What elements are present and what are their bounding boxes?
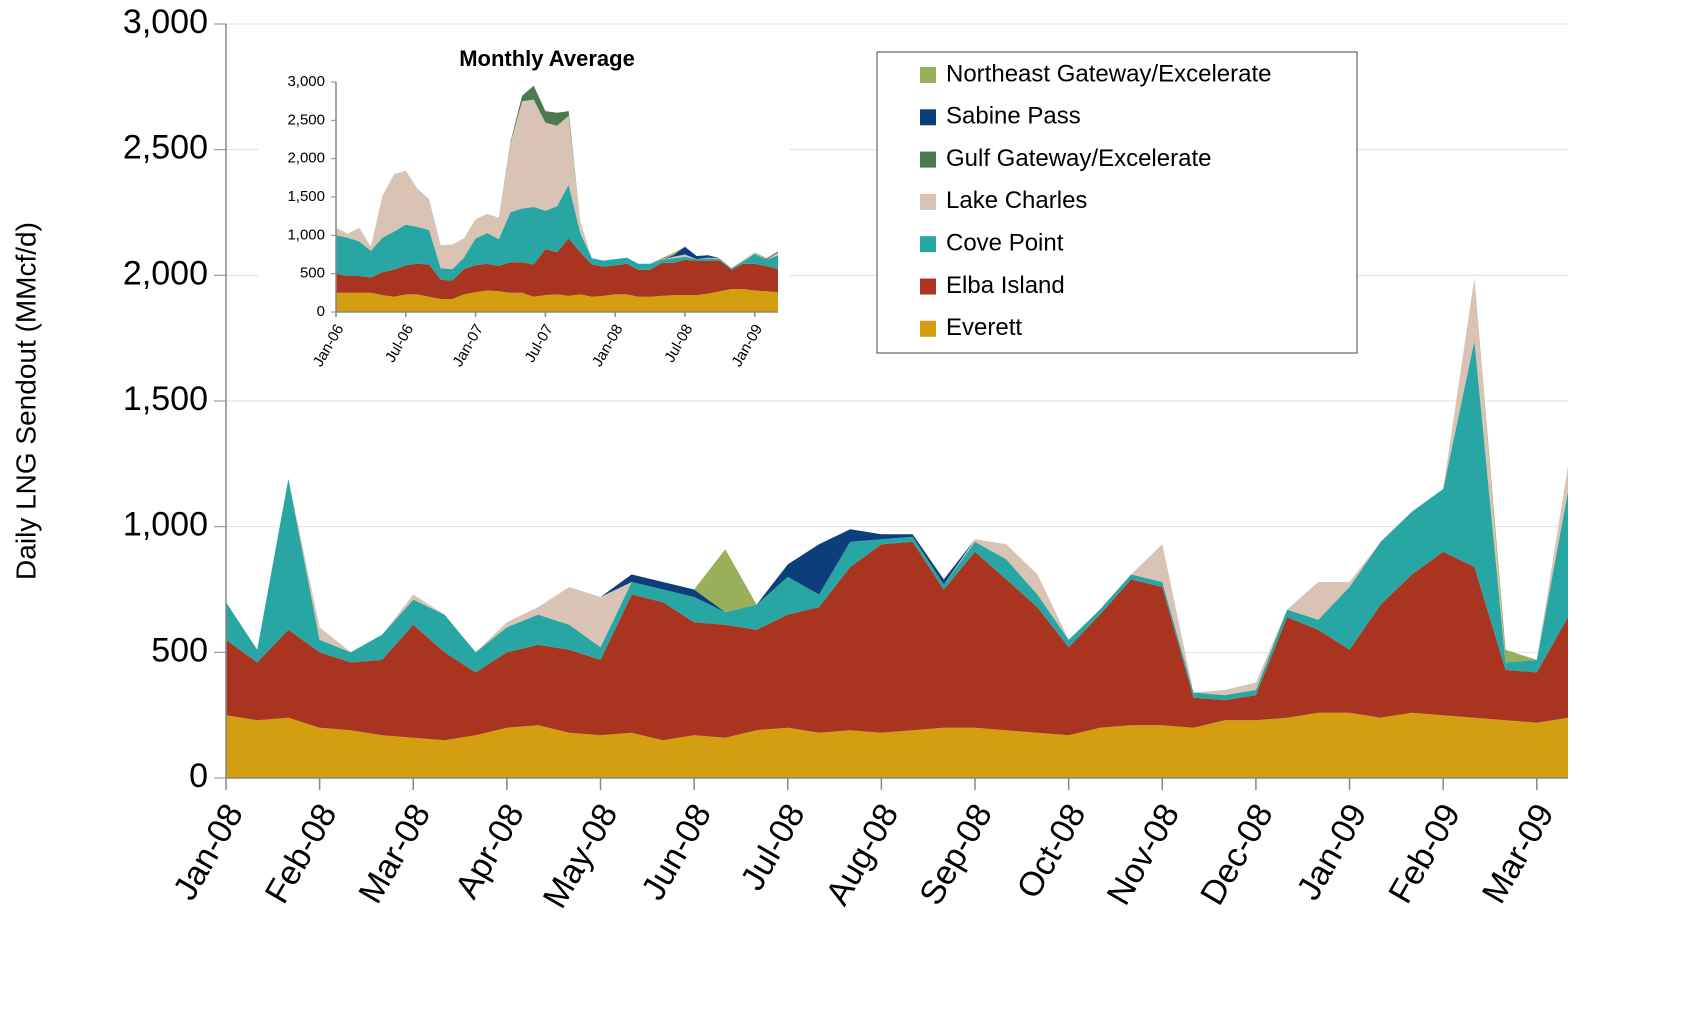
legend-label: Everett [946, 314, 1022, 341]
x-tick-label: Oct-08 [1010, 797, 1094, 904]
x-tick-label: Dec-08 [1193, 797, 1281, 911]
y-tick-label: 2,000 [123, 254, 208, 292]
chart-title: Monthly Average [459, 46, 635, 71]
y-tick-label: 2,000 [287, 150, 325, 167]
area [336, 238, 778, 299]
x-tick-label: May-08 [536, 797, 626, 914]
y-tick-label: 0 [317, 303, 325, 320]
x-tick-label: Jan-08 [166, 797, 251, 906]
x-tick-label: Apr-08 [448, 797, 532, 904]
area [226, 541, 1568, 741]
legend-label: Northeast Gateway/Excelerate [946, 60, 1272, 87]
legend-swatch [920, 67, 936, 83]
legend-swatch [920, 320, 936, 337]
x-tick-label: Jan-09 [1290, 797, 1375, 906]
legend-swatch [920, 193, 936, 210]
x-tick-label: Feb-09 [1381, 797, 1468, 909]
y-tick-label: 1,500 [123, 380, 208, 418]
area [336, 99, 778, 270]
x-tick-label: Mar-08 [351, 797, 438, 909]
legend-label: Gulf Gateway/Excelerate [946, 145, 1211, 172]
y-tick-label: 1,000 [123, 506, 208, 544]
area [336, 85, 778, 269]
legend-swatch [920, 151, 936, 168]
y-tick-label: 2,500 [123, 129, 208, 167]
y-tick-label: 1,000 [287, 226, 325, 243]
y-tick-label: 3,000 [123, 3, 208, 41]
legend-label: Cove Point [946, 230, 1064, 257]
x-tick-label: Nov-08 [1099, 797, 1187, 911]
x-tick-label: Aug-08 [819, 797, 907, 911]
x-tick-label: Jun-08 [634, 797, 719, 906]
legend-label: Lake Charles [946, 187, 1087, 214]
area [336, 184, 778, 281]
area [336, 289, 778, 312]
x-tick-label: Mar-09 [1475, 797, 1562, 909]
y-tick-label: 0 [189, 757, 208, 795]
x-tick-label: Feb-08 [258, 797, 345, 909]
y-axis-title: Daily LNG Sendout (MMcf/d) [10, 222, 41, 580]
legend-swatch [920, 278, 936, 295]
x-tick-label: Sep-08 [912, 797, 1000, 911]
y-tick-label: 500 [300, 265, 325, 282]
area [226, 712, 1568, 778]
legend-label: Elba Island [946, 272, 1065, 299]
y-tick-label: 1,500 [287, 188, 325, 205]
y-tick-label: 2,500 [287, 111, 325, 128]
legend-swatch [920, 109, 936, 126]
legend-label: Sabine Pass [946, 103, 1081, 130]
y-tick-label: 500 [151, 631, 208, 669]
legend-box [876, 51, 1358, 354]
legend-swatch [920, 236, 936, 253]
x-tick-label: Jul-08 [733, 797, 812, 896]
y-tick-label: 3,000 [287, 73, 325, 90]
